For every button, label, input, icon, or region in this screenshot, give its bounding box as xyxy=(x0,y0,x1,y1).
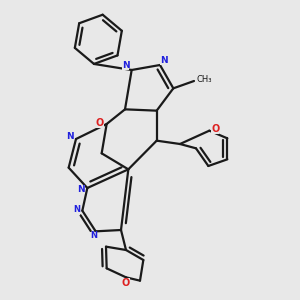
Text: O: O xyxy=(122,278,130,288)
Text: N: N xyxy=(160,56,168,65)
Text: N: N xyxy=(77,185,85,194)
Text: N: N xyxy=(91,232,98,241)
Text: CH₃: CH₃ xyxy=(197,76,212,85)
Text: O: O xyxy=(96,118,104,128)
Text: O: O xyxy=(211,124,220,134)
Text: N: N xyxy=(122,61,130,70)
Text: N: N xyxy=(73,206,80,214)
Text: N: N xyxy=(66,133,74,142)
